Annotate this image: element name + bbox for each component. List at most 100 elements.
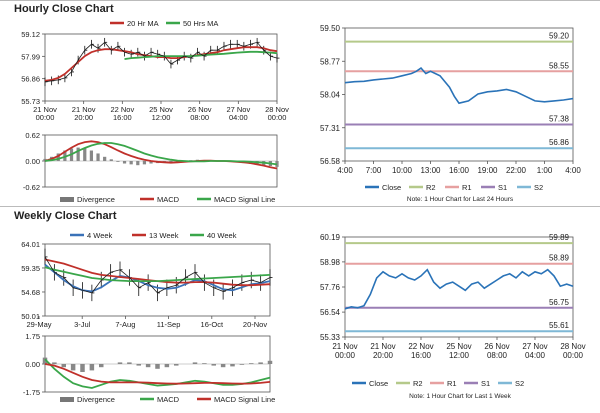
x-tick-label: 28 Nov: [265, 105, 289, 114]
series-line-close: [44, 41, 278, 83]
series-line-macd: [44, 358, 271, 389]
weekly-macd-legend-label: MACD: [157, 395, 180, 404]
x-tick-label: 00:00: [563, 351, 584, 360]
y-tick-label: -1.75: [23, 388, 40, 397]
y-tick-label: 58.98: [320, 258, 341, 267]
x-tick-label: 08:00: [487, 351, 508, 360]
y-tick-label: 57.31: [320, 124, 341, 133]
divergence-bar: [89, 150, 94, 161]
divergence-bar: [117, 362, 123, 364]
weekly-right-legend-label: Close: [369, 379, 388, 388]
weekly-right-legend-label: S2: [515, 379, 524, 388]
x-tick-label: 16-Oct: [201, 320, 224, 329]
top-border: [0, 0, 600, 1]
x-tick-label: 25 Nov: [149, 105, 173, 114]
divergence-bar: [239, 364, 245, 365]
weekly-macd-chart: 1.75 0.00 -1.75 Divergence MACD MACD Signal L…: [23, 332, 275, 404]
divergence-bar: [149, 161, 153, 164]
divergence-bar: [127, 362, 132, 364]
weekly-price-chart: 4 Week 13 Week 40 Week 64.01 59.35 54.68 50.01…: [21, 231, 273, 329]
plot-frame: [344, 27, 574, 162]
hourly-right-note: Note: 1 Hour Chart for Last 24 Hours: [407, 196, 514, 203]
x-tick-label: 20:00: [373, 351, 394, 360]
divergence-bar: [249, 363, 254, 364]
divergence-bar: [136, 364, 141, 366]
divergence-bar: [142, 161, 147, 165]
level-label: 55.61: [549, 321, 570, 330]
x-tick-label: 27 Nov: [522, 342, 547, 351]
divergence-bar: [192, 362, 198, 364]
x-tick-label: 4:00: [337, 166, 353, 175]
divergence-bar: [211, 364, 216, 366]
weekly-section-title: Weekly Close Chart: [14, 210, 117, 222]
x-tick-label: 26 Nov: [188, 105, 212, 114]
y-tick-label: 57.99: [21, 52, 40, 61]
hourly-right-legend-label: R2: [426, 183, 436, 192]
x-tick-label: 7:00: [366, 166, 382, 175]
x-tick-label: 22 Nov: [110, 105, 134, 114]
divergence-bar: [42, 357, 48, 364]
x-tick-label: 16:00: [411, 351, 432, 360]
x-tick-label: 21 Nov: [332, 342, 357, 351]
x-tick-label: 00:00: [268, 113, 287, 122]
x-tick-label: 16:00: [113, 113, 132, 122]
divergence-bar: [164, 364, 170, 368]
y-tick-label: 59.50: [320, 24, 341, 33]
x-tick-label: 12:00: [152, 113, 171, 122]
series-line-40-week: [44, 266, 271, 282]
x-tick-label: 13:00: [420, 166, 441, 175]
weekly-right-legend-label: R1: [447, 379, 457, 388]
y-tick-label: 60.19: [320, 233, 341, 242]
series-line-macd-signal-line: [44, 142, 278, 166]
x-tick-label: 20-Nov: [243, 320, 267, 329]
x-tick-label: 21 Nov: [370, 342, 395, 351]
divergence-bar: [122, 161, 127, 164]
x-tick-label: 29-May: [26, 320, 51, 329]
series-line-close: [44, 256, 271, 294]
x-tick-label: 19:00: [477, 166, 498, 175]
hourly-right-legend-label: R1: [462, 183, 472, 192]
x-tick-label: 26 Nov: [484, 342, 509, 351]
hourly-macd-legend-label: MACD: [157, 195, 180, 204]
weekly-macd-legend-label: MACD Signal Line: [214, 395, 275, 404]
divergence-bar: [61, 364, 66, 368]
level-label: 56.86: [549, 138, 570, 147]
y-tick-label: 56.58: [320, 157, 341, 166]
x-tick-label: 21 Nov: [72, 105, 96, 114]
x-tick-label: 10:00: [392, 166, 413, 175]
divergence-bar: [267, 360, 273, 364]
y-tick-label: -0.62: [23, 183, 40, 192]
series-line-close: [344, 67, 574, 105]
y-tick-label: 0.00: [25, 360, 40, 369]
weekly-legend-label: 40 Week: [207, 231, 237, 240]
divergence-bar: [80, 364, 85, 372]
hourly-macd-legend-swatch: [60, 197, 74, 202]
x-tick-label: 11-Sep: [157, 320, 181, 329]
divergence-bar: [202, 363, 207, 364]
y-tick-label: 58.77: [320, 57, 341, 66]
y-tick-label: 55.73: [21, 97, 40, 106]
x-tick-label: 20:00: [74, 113, 93, 122]
x-tick-label: 3-Jul: [74, 320, 91, 329]
divergence-bar: [136, 161, 140, 166]
plot-frame: [44, 243, 271, 317]
series-line-50-hrs-ma: [124, 50, 278, 60]
series-line-20-hr-ma: [44, 46, 278, 82]
level-label: 59.20: [549, 32, 570, 41]
hourly-macd-legend-label: MACD Signal Line: [214, 195, 275, 204]
hourly-macd-chart: 0.62 0.00 -0.62 Divergence MACD MACD Signal L…: [23, 131, 279, 204]
series-line-macd: [44, 140, 278, 170]
weekly-right-note: Note: 1 Hour Chart for Last 1 Week: [409, 393, 512, 400]
series-line-close: [344, 268, 574, 310]
divergence-bar: [230, 364, 235, 367]
y-tick-label: 56.86: [21, 75, 40, 84]
divergence-bar: [76, 147, 80, 161]
divergence-bar: [70, 364, 76, 371]
divergence-bar: [109, 159, 113, 161]
y-tick-label: 54.68: [21, 288, 40, 297]
y-tick-label: 59.35: [21, 264, 40, 273]
level-label: 56.75: [549, 298, 570, 307]
divergence-bar: [258, 362, 263, 364]
